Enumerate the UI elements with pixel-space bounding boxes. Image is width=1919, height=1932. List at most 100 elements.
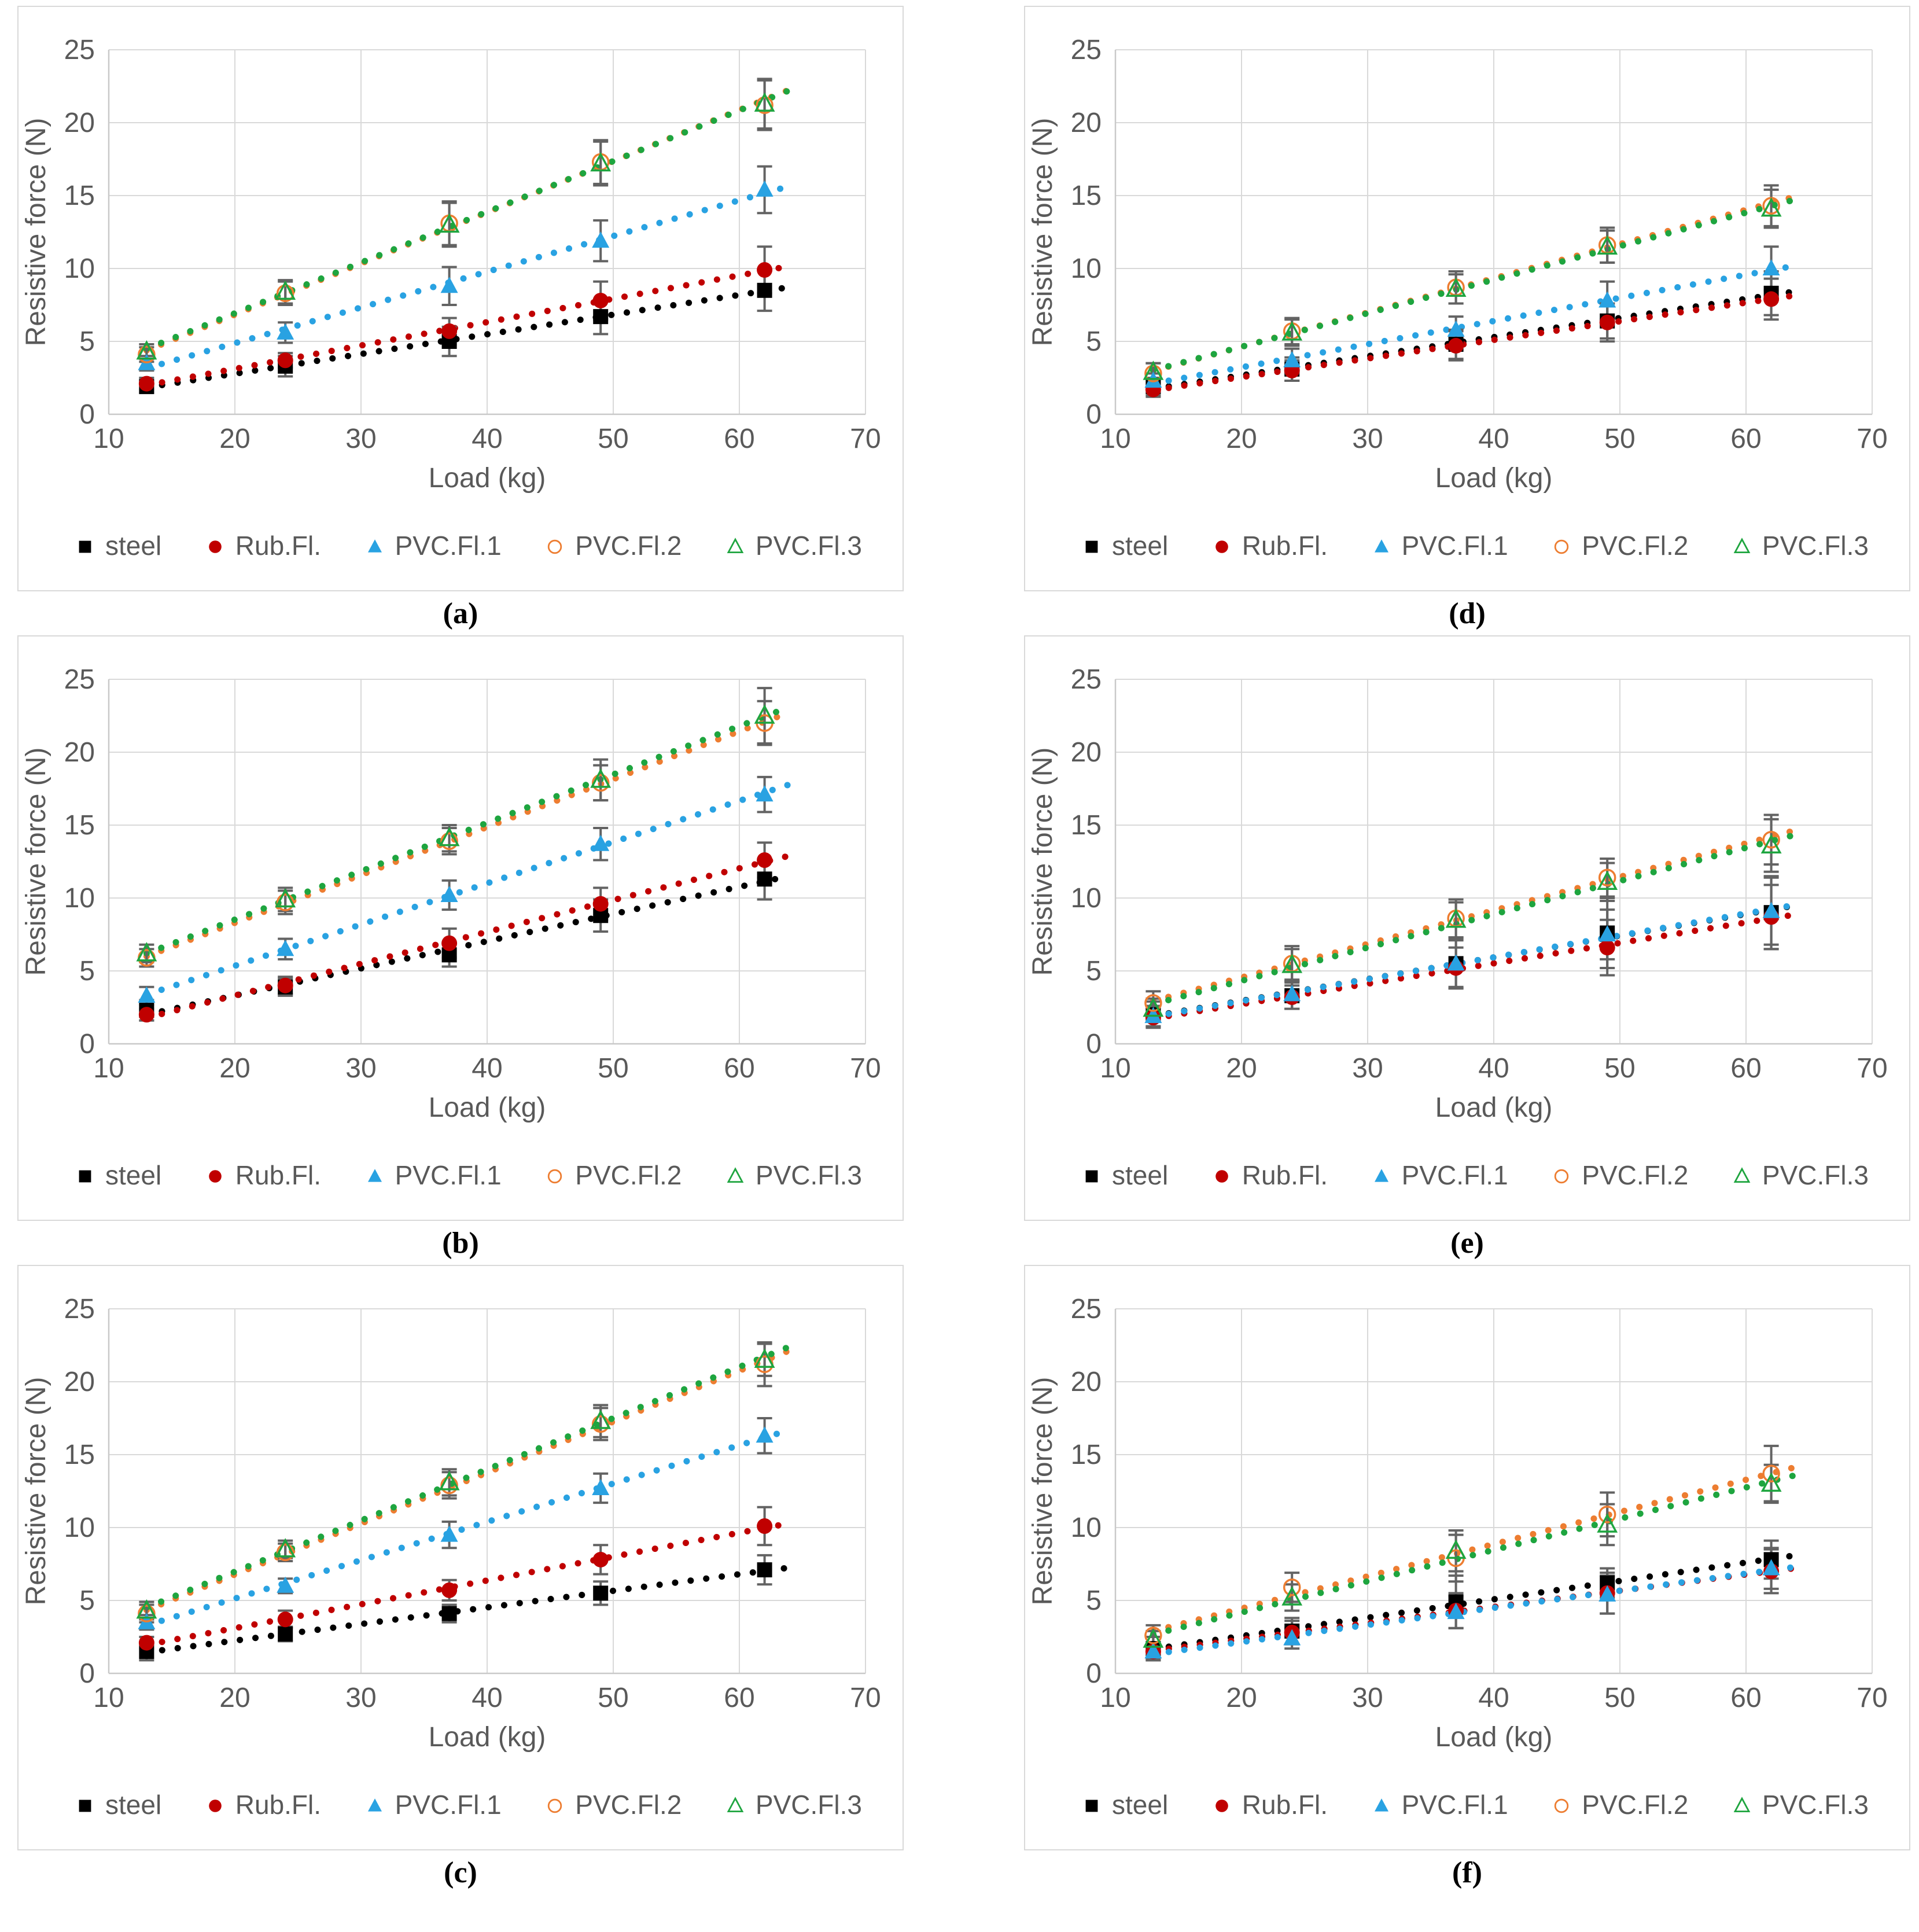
marker-triangle-filled <box>440 277 458 293</box>
y-tick-label: 25 <box>1071 1294 1102 1324</box>
square-filled-legend-icon <box>79 1170 91 1183</box>
triangle-open-legend-icon <box>727 538 744 554</box>
marker-circle-open <box>1144 994 1162 1012</box>
legend-label: Rub.Fl. <box>1242 1790 1328 1820</box>
marker-triangle-filled <box>367 1169 382 1182</box>
series-PVC.Fl.1 <box>138 785 774 1003</box>
y-tick-label: 20 <box>64 737 95 768</box>
x-tick-label: 30 <box>1352 1053 1383 1084</box>
legend-item-PVC.Fl.2: PVC.Fl.2 <box>1552 1791 1688 1818</box>
x-tick-label: 30 <box>345 1053 376 1084</box>
legend-label: PVC.Fl.2 <box>575 1790 682 1820</box>
y-tick-label: 20 <box>64 108 95 138</box>
tick-labels: 10 20 30 40 50 60 70 0 5 10 15 20 25 <box>1071 1294 1888 1713</box>
x-tick-label: 60 <box>1730 1053 1761 1084</box>
trendline-PVC.Fl.2 <box>1150 1463 1800 1635</box>
series-PVC.Fl.3 <box>1143 1472 1782 1648</box>
y-tick-label: 25 <box>64 664 95 695</box>
legend-label: steel <box>105 1790 162 1820</box>
panel-caption-a: (a) <box>443 597 478 630</box>
y-tick-label: 0 <box>1086 399 1102 430</box>
x-tick-label: 70 <box>1857 1683 1887 1713</box>
triangle-filled-legend-icon <box>1374 539 1388 553</box>
series-steel <box>139 1562 772 1659</box>
trendline-PVC.Fl.3 <box>1150 831 1800 1007</box>
legend-label: steel <box>1112 1790 1169 1820</box>
marker-circle-open <box>1144 365 1162 382</box>
legend-label: PVC.Fl.1 <box>395 531 502 561</box>
x-axis-label: Load (kg) <box>429 1092 546 1123</box>
circle-open-legend-icon <box>1555 1169 1569 1184</box>
legend-label: PVC.Fl.2 <box>1582 531 1689 561</box>
marker-circle-filled <box>1599 940 1615 956</box>
marker-square-filled <box>441 1606 457 1621</box>
trendline-steel <box>1150 288 1800 392</box>
x-tick-label: 60 <box>1730 1683 1761 1713</box>
circle-open-legend-icon <box>548 539 562 554</box>
y-tick-label: 10 <box>1071 1513 1102 1543</box>
marker-circle-filled <box>441 935 458 951</box>
circle-open-legend-icon <box>1555 539 1569 554</box>
y-tick-label: 0 <box>79 1658 95 1689</box>
y-axis-label: Resistive force (N) <box>21 748 51 976</box>
marker-circle-open <box>1555 1169 1569 1184</box>
y-tick-label: 0 <box>1086 1029 1102 1059</box>
marker-triangle-open <box>590 1410 612 1429</box>
marker-circle-filled <box>592 896 609 912</box>
marker-circle-open <box>440 1476 458 1495</box>
x-tick-label: 60 <box>1730 424 1761 454</box>
legend-label: steel <box>1112 531 1169 561</box>
triangle-filled-legend-icon <box>1374 1169 1388 1182</box>
legend-label: steel <box>105 1160 162 1190</box>
trendline-PVC.Fl.3 <box>143 87 793 352</box>
legend-item-PVC.Fl.3: PVC.Fl.3 <box>725 1162 862 1188</box>
legend-label: PVC.Fl.3 <box>755 1160 862 1190</box>
x-tick-label: 40 <box>472 1683 502 1713</box>
y-tick-label: 25 <box>1071 664 1102 695</box>
legend-label: PVC.Fl.3 <box>1762 1160 1869 1190</box>
trendline-PVC.Fl.3 <box>143 1343 793 1611</box>
y-axis-label: Resistive force (N) <box>1027 118 1058 347</box>
marker-circle-open <box>1555 1798 1569 1813</box>
legend-item-steel: steel <box>75 532 161 559</box>
x-tick-label: 30 <box>345 424 376 454</box>
marker-triangle-filled <box>756 785 774 802</box>
x-tick-label: 10 <box>93 1683 124 1713</box>
marker-circle-open <box>1283 1578 1301 1596</box>
legend-item-Rub.Fl.: Rub.Fl. <box>1212 1162 1328 1188</box>
marker-square-filled <box>593 309 609 325</box>
x-tick-label: 30 <box>1352 1683 1383 1713</box>
marker-circle-filled <box>138 1007 154 1023</box>
y-tick-label: 0 <box>1086 1658 1102 1689</box>
panel-a: 10 20 30 40 50 60 70 0 5 10 15 20 25 Load (kg) Resisti… <box>17 6 904 635</box>
chart-box-d: 10 20 30 40 50 60 70 0 5 10 15 20 25 Load (kg) Resisti… <box>1024 6 1910 591</box>
marker-triangle-filled <box>1598 1585 1616 1602</box>
marker-circle-open <box>548 1169 562 1184</box>
marker-triangle-open <box>1760 197 1782 217</box>
marker-triangle-open <box>275 280 296 300</box>
legend-item-PVC.Fl.2: PVC.Fl.2 <box>545 532 682 559</box>
marker-square-filled <box>757 871 772 887</box>
legend-label: PVC.Fl.1 <box>1401 1160 1508 1190</box>
x-axis-label: Load (kg) <box>429 463 546 494</box>
legend-label: Rub.Fl. <box>1242 531 1328 561</box>
circle-open-legend-icon <box>1555 1798 1569 1813</box>
triangle-filled-legend-icon <box>367 1798 382 1812</box>
legend-label: steel <box>1112 1160 1169 1190</box>
series-steel <box>1145 285 1779 395</box>
circle-open-legend-icon <box>548 1169 562 1184</box>
square-filled-legend-icon <box>79 1799 91 1812</box>
marker-triangle-filled <box>277 323 294 340</box>
legend-item-PVC.Fl.1: PVC.Fl.1 <box>365 532 502 559</box>
marker-circle-filled <box>277 352 293 369</box>
series-Rub.Fl. <box>138 262 773 392</box>
marker-circle-filled <box>1763 291 1780 307</box>
legend-item-PVC.Fl.1: PVC.Fl.1 <box>365 1162 502 1188</box>
marker-triangle-filled <box>592 834 610 851</box>
panel-c: 10 20 30 40 50 60 70 0 5 10 15 20 25 Load (kg) Resisti… <box>17 1265 904 1894</box>
y-tick-label: 25 <box>1071 35 1102 65</box>
marker-square-filled <box>79 540 91 553</box>
marker-triangle-filled <box>138 986 156 1003</box>
circle-open-legend-icon <box>548 1798 562 1813</box>
x-axis-label: Load (kg) <box>429 1722 546 1753</box>
